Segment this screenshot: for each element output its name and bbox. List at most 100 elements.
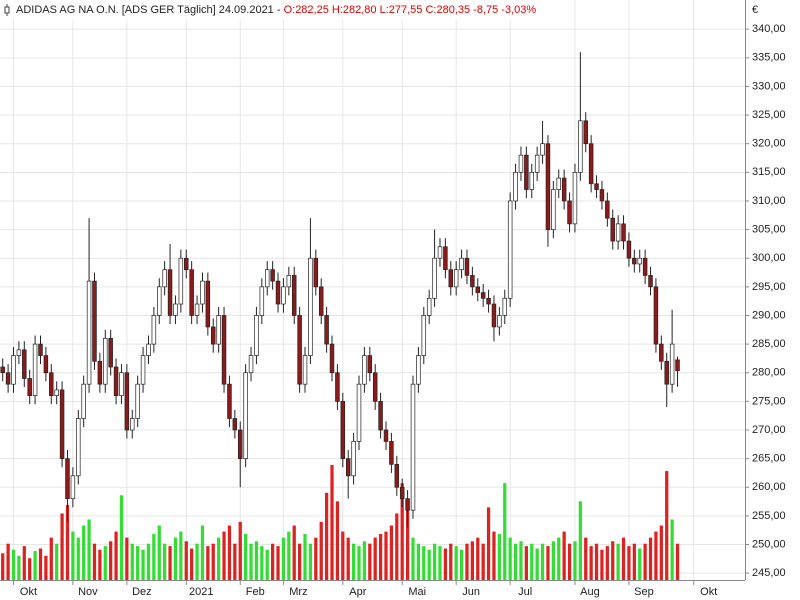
candle-body [518,154,524,173]
candle-body [588,143,594,185]
volume-bar [492,531,496,580]
candle-body [302,355,308,385]
volume-bar [540,543,545,580]
volume-bar [362,541,367,580]
candle-body [637,257,642,265]
y-tick-label: 310,00 [752,195,786,207]
candle-body [534,154,540,173]
x-tick-label: Sep [634,586,654,598]
volume-bar [497,534,501,580]
candle-body [259,286,265,316]
volume-bar [519,541,523,580]
candle-body [270,269,275,282]
candle-body [389,441,394,465]
volume-bar [44,555,48,580]
volume-bar [411,537,415,580]
candle-body [70,475,76,500]
candle-body [211,326,216,345]
volume-bar [459,549,464,580]
candle-body [605,200,610,219]
candle-body [416,355,421,385]
volume-bar [227,525,232,580]
volume-bar [551,541,555,580]
x-tick-label: Dez [132,586,152,598]
candle-body [432,257,437,299]
volume-bar [578,501,582,580]
volume-bar [141,549,145,580]
volume-bar [589,546,593,580]
volume-bar [28,558,32,580]
volume-bar [233,543,237,580]
volume-bar [195,543,199,580]
candle-body [475,286,481,293]
chart-title-line: ADIDAS AG NA O.N. [ADS GER Täglich] 24.0… [16,4,536,16]
candle-body [453,269,459,288]
volume-bar [271,543,275,580]
candle-body [81,383,86,419]
candle-body [356,383,362,442]
candle-body [561,177,567,202]
volume-bar [33,550,37,580]
volume-bar [508,537,512,580]
y-tick-label: 245,00 [752,567,786,579]
candle-body [437,246,443,259]
volume-bar [303,534,307,580]
volume-bar [405,507,410,580]
candle-body [119,372,124,396]
volume-bar [249,543,253,580]
candle-body [572,171,578,225]
volume-bar [276,546,280,580]
x-tick-label: Jul [518,586,532,598]
grid [0,0,745,580]
volume-bar [190,548,194,580]
volume-bar [292,525,296,580]
volume-bar [92,543,97,580]
candle-body [340,401,346,459]
candle-body [49,372,54,396]
candle-body [621,223,626,242]
candle-body [551,189,556,230]
volume-bar [206,546,210,580]
volume-bar [611,541,615,580]
axes: 245,00 250,00 255,00 260,00 265,00 270,00 275,… [12,23,786,598]
candle-body [200,280,205,305]
y-tick-label: 300,00 [752,252,786,264]
volume-bar [368,543,372,580]
candle-body [97,360,103,385]
volume-bar [400,483,404,580]
candle-body [43,355,49,374]
candle-body [642,257,648,276]
title-backdrop [0,0,545,20]
candle-body [567,200,572,225]
candle-body [194,303,200,316]
volume-bar [76,537,80,580]
y-tick-label: 305,00 [752,224,786,236]
volume-bar [432,543,437,580]
volume-bar [470,541,474,580]
title-icon [4,4,10,16]
x-tick-label: Apr [349,586,366,598]
candle-body [130,418,135,431]
chart-subtitle: O:282,25 H:282,80 L:277,55 C:280,35 -8,7… [284,4,537,16]
volume-bar [427,549,431,580]
volume-bar [438,546,442,580]
candle-body [286,275,292,288]
candle-body [507,200,513,299]
volume-bar [281,537,286,580]
candle-body [351,441,356,477]
candle-body [459,257,464,271]
y-tick-label: 265,00 [752,453,786,465]
candle-body [345,458,351,477]
x-tick-label: Jun [462,586,480,598]
volume-bar [605,546,609,580]
volume-bar [163,543,167,580]
volume-bar [524,546,528,580]
candle-body [367,355,373,374]
volume-bar [38,548,43,580]
y-tick-label: 285,00 [752,338,786,350]
volume-bar [648,537,653,580]
y-tick-label: 255,00 [752,510,786,522]
x-tick-label: Aug [580,586,600,598]
volume-bar [643,543,647,580]
